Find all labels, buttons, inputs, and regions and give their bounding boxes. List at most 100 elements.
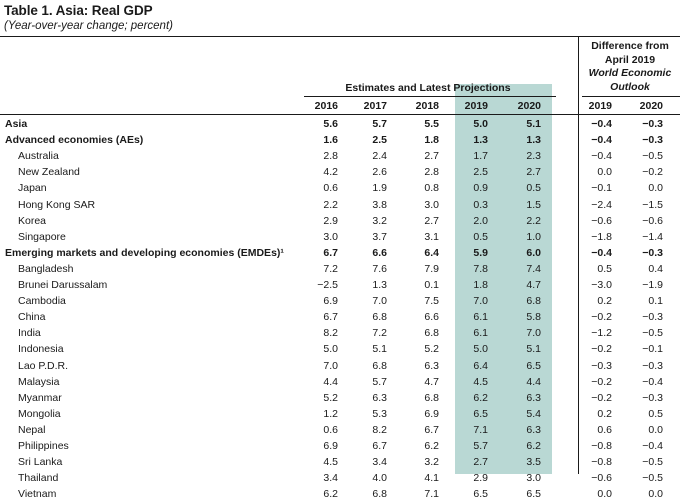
value-cell-2020: 5.1 [526, 343, 541, 356]
row-label: Emerging markets and developing economie… [5, 246, 284, 259]
value-cell-2017: 5.7 [372, 375, 387, 388]
year-header-row: 2016 2017 2018 2019 2020 2019 2020 [0, 100, 680, 114]
value-cell-2017: 5.1 [372, 343, 387, 356]
row-label: Asia [5, 118, 28, 130]
value-cell-2016: 8.2 [323, 327, 338, 340]
value-cell-2020: 1.3 [526, 134, 541, 147]
table-row: Australia 2.8 2.4 2.7 1.7 2.3 −0.4 −0.5 [0, 148, 680, 164]
value-cell-2019: 2.7 [473, 456, 488, 469]
value-cell-2019: 6.1 [473, 327, 488, 340]
value-cell-2019: 2.0 [473, 214, 488, 227]
diff-cell-2019: 0.5 [597, 262, 612, 275]
year-2017: 2017 [363, 100, 387, 112]
table-row: New Zealand 4.2 2.6 2.8 2.5 2.7 0.0 −0.2 [0, 164, 680, 180]
value-cell-2017: 6.8 [372, 311, 387, 324]
table-row: Advanced economies (AEs) 1.6 2.5 1.8 1.3 1.3 −… [0, 132, 680, 148]
value-cell-2017: 2.6 [372, 166, 387, 179]
row-label: Sri Lanka [18, 456, 63, 469]
value-cell-2020: 1.0 [526, 230, 541, 243]
diff-cell-2020: −0.5 [642, 456, 663, 469]
table-title: Table 1. Asia: Real GDP [4, 3, 153, 18]
row-label: Nepal [18, 423, 46, 436]
diff-cell-2019: −0.2 [591, 391, 612, 404]
row-label: Mongolia [18, 407, 61, 420]
value-cell-2017: 6.8 [372, 359, 387, 372]
value-cell-2018: 6.4 [424, 246, 439, 259]
diff-cell-2019: −0.2 [591, 375, 612, 388]
row-label: Bangladesh [18, 262, 74, 275]
year-2019: 2019 [464, 100, 488, 112]
difference-header-line-4: Outlook [610, 80, 650, 93]
table-row: India 8.2 7.2 6.8 6.1 7.0 −1.2 −0.5 [0, 325, 680, 341]
value-cell-2020: 4.7 [526, 279, 541, 291]
value-cell-2018: 2.8 [424, 166, 439, 179]
value-cell-2016: 6.7 [323, 311, 338, 324]
value-cell-2020: 7.0 [526, 327, 541, 340]
value-cell-2020: 6.8 [526, 295, 541, 308]
value-cell-2017: 2.4 [372, 150, 387, 163]
value-cell-2016: 5.2 [323, 391, 338, 404]
value-cell-2017: 6.8 [372, 488, 387, 501]
value-cell-2019: 6.2 [473, 391, 488, 404]
diff-cell-2020: −0.4 [642, 440, 663, 452]
row-label: New Zealand [18, 166, 80, 179]
value-cell-2017: 3.7 [372, 230, 387, 243]
column-separator [578, 37, 579, 474]
diff-cell-2019: −0.4 [591, 118, 612, 130]
rule-header-bottom [0, 114, 680, 115]
diff-cell-2019: −0.2 [591, 311, 612, 324]
diff-cell-2020: −0.3 [642, 359, 663, 372]
diff-cell-2019: −3.0 [591, 279, 612, 291]
diff-cell-2020: −0.3 [642, 118, 663, 130]
diff-cell-2019: −1.2 [591, 327, 612, 340]
diff-cell-2020: 0.0 [648, 423, 663, 436]
rule-diff-underline [582, 96, 680, 97]
rule-top [0, 36, 680, 37]
diff-cell-2020: −0.4 [642, 375, 663, 388]
value-cell-2016: 3.4 [323, 472, 338, 485]
value-cell-2017: 6.7 [372, 440, 387, 452]
value-cell-2016: 0.6 [323, 182, 338, 195]
diff-cell-2020: −1.5 [642, 198, 663, 211]
value-cell-2019: 6.5 [473, 488, 488, 501]
table-row: Brunei Darussalam −2.5 1.3 0.1 1.8 4.7 −3.0 −1.… [0, 277, 680, 293]
rule-estimates-underline [304, 96, 556, 97]
value-cell-2017: 8.2 [372, 423, 387, 436]
value-cell-2020: 5.8 [526, 311, 541, 324]
value-cell-2017: 3.8 [372, 198, 387, 211]
table-row: Lao P.D.R. 7.0 6.8 6.3 6.4 6.5 −0.3 −0.3 [0, 358, 680, 374]
value-cell-2018: 4.1 [424, 472, 439, 485]
value-cell-2018: 3.1 [424, 230, 439, 243]
row-label: Vietnam [18, 488, 57, 501]
table-row: Philippines 6.9 6.7 6.2 5.7 6.2 −0.8 −0.4 [0, 438, 680, 454]
value-cell-2020: 2.2 [526, 214, 541, 227]
value-cell-2017: 5.7 [372, 118, 387, 130]
value-cell-2018: 2.7 [424, 214, 439, 227]
diff-cell-2020: 0.0 [648, 182, 663, 195]
diff-cell-2019: −0.8 [591, 456, 612, 469]
value-cell-2017: 5.3 [372, 407, 387, 420]
value-cell-2016: 2.8 [323, 150, 338, 163]
value-cell-2017: 1.3 [372, 279, 387, 291]
value-cell-2016: 4.4 [323, 375, 338, 388]
value-cell-2016: 3.0 [323, 230, 338, 243]
value-cell-2019: 5.7 [473, 440, 488, 452]
value-cell-2018: 6.3 [424, 359, 439, 372]
value-cell-2019: 0.9 [473, 182, 488, 195]
value-cell-2020: 2.7 [526, 166, 541, 179]
value-cell-2018: 6.2 [424, 440, 439, 452]
difference-header-line-1: Difference from [591, 40, 669, 52]
table-row: Singapore 3.0 3.7 3.1 0.5 1.0 −1.8 −1.4 [0, 229, 680, 245]
value-cell-2020: 0.5 [526, 182, 541, 195]
value-cell-2017: 7.2 [372, 327, 387, 340]
value-cell-2020: 6.5 [526, 359, 541, 372]
value-cell-2020: 5.4 [526, 407, 541, 420]
diff-cell-2019: −0.4 [591, 246, 612, 259]
diff-cell-2020: −1.4 [642, 230, 663, 243]
row-label: Korea [18, 214, 47, 227]
value-cell-2017: 6.3 [372, 391, 387, 404]
diff-year-2019: 2019 [588, 100, 612, 112]
value-cell-2018: 0.8 [424, 182, 439, 195]
year-2018: 2018 [415, 100, 439, 112]
value-cell-2016: 6.2 [323, 488, 338, 501]
